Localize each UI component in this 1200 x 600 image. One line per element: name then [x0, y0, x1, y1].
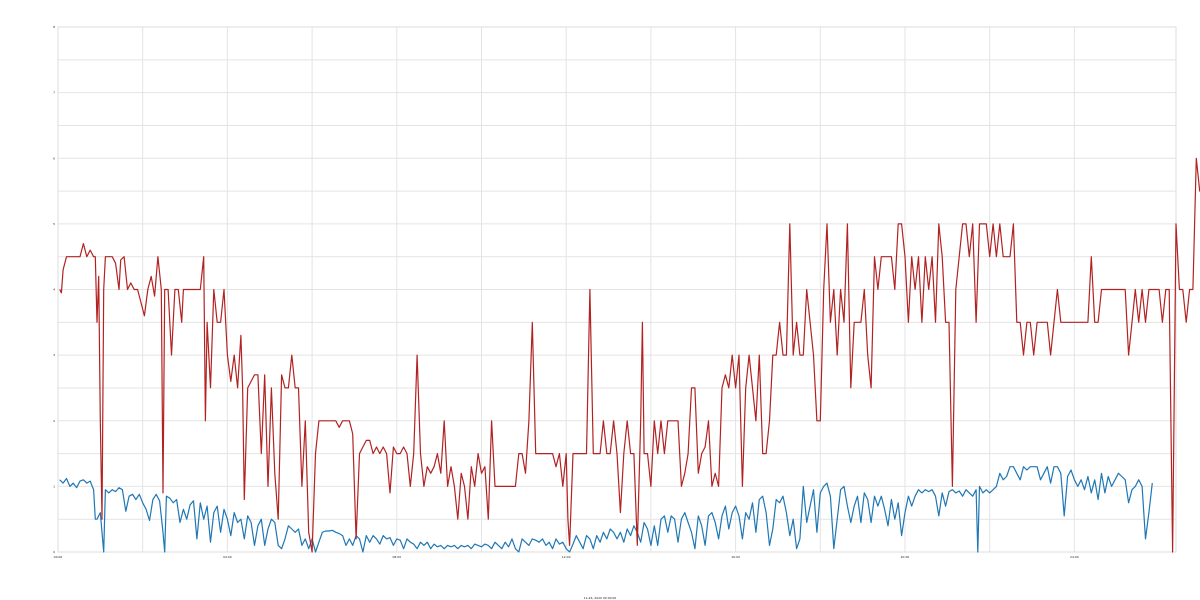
x-tick-label: 08:00 [392, 555, 401, 559]
y-tick-label: 0 [53, 550, 55, 554]
chart-series [59, 157, 1200, 553]
x-tick-label: 20:00 [901, 555, 910, 559]
y-tick-label: 2 [53, 419, 55, 423]
plot-frame [57, 26, 1177, 553]
y-tick-label: 7 [53, 91, 55, 95]
series-line-0 [59, 466, 1153, 553]
y-tick-label: 5 [53, 222, 55, 226]
y-tick-label: 1 [53, 484, 55, 488]
y-tick-label: 4 [53, 288, 55, 292]
x-axis-label: 11-26, 2020 00:00:00 [583, 596, 617, 600]
y-tick-label: 3 [53, 353, 55, 357]
chart-axes: 0 1 2 3 4 5 6 7 8 00:00 04:00 08:00 12:00 16:00 20:00 2… [53, 25, 1079, 559]
x-tick-label: 00:00 [54, 555, 63, 559]
series-line-1 [59, 157, 1200, 553]
x-tick-label: 24:00 [1070, 555, 1079, 559]
y-tick-label: 8 [53, 25, 55, 29]
x-tick-label: 04:00 [223, 555, 232, 559]
x-tick-label: 12:00 [562, 555, 571, 559]
x-tick-label: 16:00 [731, 555, 740, 559]
y-tick-label: 6 [53, 156, 55, 160]
